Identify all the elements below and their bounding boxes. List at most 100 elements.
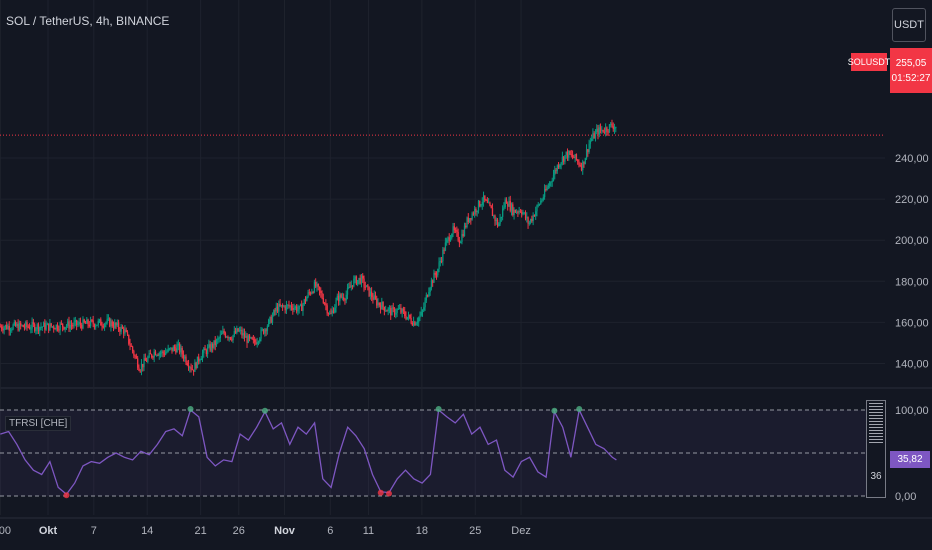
candle-body bbox=[334, 307, 336, 313]
candle-body bbox=[479, 200, 481, 207]
candle-body bbox=[388, 307, 391, 309]
candle-body bbox=[58, 329, 60, 331]
candle-body bbox=[4, 325, 7, 328]
candle-body bbox=[46, 323, 49, 326]
candle-body bbox=[265, 329, 267, 332]
candle-body bbox=[413, 321, 415, 326]
candle-body bbox=[309, 292, 312, 294]
candle-body bbox=[297, 309, 299, 312]
candle-body bbox=[201, 353, 204, 359]
candle-body bbox=[466, 217, 468, 228]
candle-body bbox=[518, 210, 520, 213]
candle-body bbox=[601, 129, 603, 131]
candle-body bbox=[315, 282, 317, 287]
candle-body bbox=[405, 315, 407, 320]
candle-body bbox=[430, 280, 433, 288]
candle-body bbox=[284, 306, 286, 311]
candle-body bbox=[175, 348, 177, 353]
candle-body bbox=[514, 209, 517, 213]
candle-body bbox=[336, 295, 339, 301]
candle-body bbox=[67, 321, 69, 326]
candle-body bbox=[463, 225, 466, 237]
candle-body bbox=[368, 286, 370, 297]
candle-body bbox=[446, 239, 448, 243]
candle-body bbox=[20, 322, 22, 326]
candle-body bbox=[555, 169, 557, 172]
candle-body bbox=[373, 295, 375, 300]
candle-body bbox=[261, 329, 263, 331]
candle-body bbox=[307, 292, 309, 297]
candle-body bbox=[509, 200, 511, 211]
candle-body bbox=[449, 238, 452, 242]
candle-body bbox=[453, 226, 455, 231]
candle-body bbox=[513, 209, 515, 216]
candle-body bbox=[191, 369, 194, 371]
candle-body bbox=[254, 339, 256, 343]
candle-body bbox=[451, 233, 453, 239]
candle-body bbox=[39, 327, 41, 332]
candle-body bbox=[90, 319, 92, 327]
candle-body bbox=[580, 165, 583, 171]
candle-body bbox=[505, 199, 508, 204]
candle-body bbox=[421, 310, 424, 312]
candle-body bbox=[481, 202, 483, 205]
x-tick-label: 11 bbox=[363, 525, 374, 537]
candle-body bbox=[96, 324, 98, 326]
candle-body bbox=[578, 161, 580, 165]
candle-body bbox=[137, 358, 139, 368]
candle-body bbox=[190, 367, 192, 370]
candle-body bbox=[248, 335, 251, 338]
candle-body bbox=[419, 315, 421, 318]
candle-body bbox=[573, 157, 575, 159]
candle-body bbox=[407, 314, 410, 317]
candle-body bbox=[79, 322, 82, 325]
candle-body bbox=[457, 231, 459, 241]
candle-body bbox=[500, 216, 503, 218]
candle-body bbox=[461, 234, 463, 243]
candle-body bbox=[484, 195, 486, 200]
candle-body bbox=[432, 280, 434, 283]
currency-button[interactable]: USDT bbox=[892, 8, 926, 42]
candle-body bbox=[613, 127, 616, 129]
candle-body bbox=[357, 280, 359, 285]
candle-body bbox=[391, 307, 393, 316]
candle-body bbox=[592, 133, 594, 139]
candle-body bbox=[27, 326, 29, 328]
candle-body bbox=[326, 305, 328, 314]
candle-body bbox=[251, 337, 253, 340]
candle-body bbox=[543, 189, 546, 198]
candle-body bbox=[448, 237, 450, 242]
candle-body bbox=[131, 346, 134, 352]
candle-body bbox=[379, 305, 382, 310]
candle-body bbox=[157, 354, 159, 356]
rsi-y-tick-label: 100,00 bbox=[895, 405, 929, 417]
candle-body bbox=[332, 310, 335, 313]
candle-body bbox=[260, 329, 262, 339]
candle-body bbox=[53, 326, 55, 329]
candle-body bbox=[84, 322, 87, 324]
candle-body bbox=[135, 356, 138, 359]
candle-body bbox=[278, 303, 280, 312]
candle-body bbox=[6, 325, 8, 329]
candle-body bbox=[526, 217, 528, 219]
candle-body bbox=[447, 237, 449, 240]
candle-body bbox=[301, 304, 303, 311]
candle-body bbox=[83, 319, 85, 323]
candle-body bbox=[474, 208, 476, 215]
indicator-title[interactable]: TFRSI [CHE] bbox=[5, 416, 72, 431]
candle-body bbox=[385, 310, 387, 312]
candle-body bbox=[166, 351, 168, 353]
candle-body bbox=[607, 131, 609, 133]
candle-body bbox=[87, 319, 89, 325]
candle-body bbox=[382, 301, 384, 307]
candle-body bbox=[283, 306, 285, 308]
candle-body bbox=[203, 348, 205, 354]
candle-body bbox=[189, 367, 191, 369]
candle-body bbox=[387, 308, 389, 312]
candle-body bbox=[346, 288, 349, 295]
candle-body bbox=[72, 325, 74, 327]
candle-body bbox=[126, 331, 129, 335]
candle-body bbox=[460, 242, 462, 244]
